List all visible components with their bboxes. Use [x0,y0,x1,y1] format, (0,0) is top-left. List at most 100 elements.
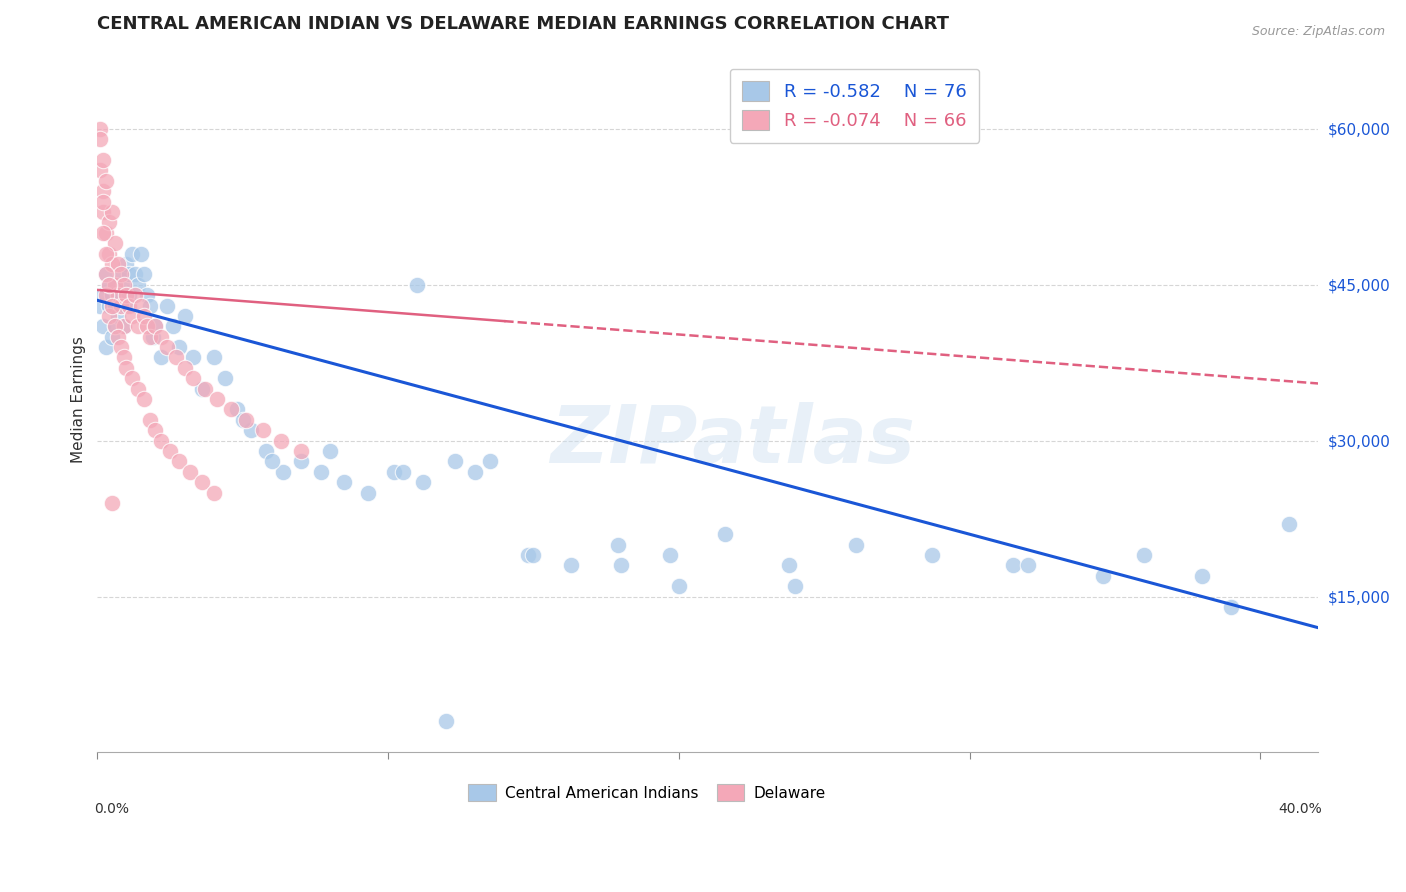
Point [98,309,121,323]
Point [98,277,121,292]
Point [94,268,117,282]
Point [202,485,225,500]
Point [104,319,127,334]
Point [165,351,187,365]
Point [124,288,146,302]
Point [118,268,141,282]
Point [89,163,111,178]
Point [115,360,138,375]
Point [309,465,332,479]
Point [167,454,190,468]
Point [142,329,165,343]
Point [391,465,413,479]
Point [319,444,342,458]
Point [225,402,247,417]
Point [127,382,149,396]
Point [1133,548,1156,562]
Point [434,714,457,729]
Point [444,454,467,468]
Point [845,538,868,552]
Point [98,215,121,229]
Point [107,288,129,302]
Point [138,299,160,313]
Point [110,299,132,313]
Point [252,423,274,437]
Point [112,351,135,365]
Point [129,299,152,313]
Point [101,205,124,219]
Point [162,319,184,334]
Point [159,444,181,458]
Point [173,360,195,375]
Point [1278,516,1301,531]
Point [101,329,124,343]
Point [121,246,143,260]
Point [118,299,141,313]
Point [357,485,380,500]
Point [91,194,114,209]
Point [89,121,111,136]
Point [606,538,628,552]
Point [91,288,114,302]
Point [191,382,214,396]
Point [156,299,179,313]
Point [132,268,155,282]
Point [98,246,121,260]
Point [138,413,160,427]
Point [104,319,127,334]
Point [104,277,127,292]
Point [115,299,138,313]
Point [145,319,167,334]
Text: ZIPatlas: ZIPatlas [550,402,915,481]
Point [91,205,114,219]
Point [232,413,254,427]
Point [107,309,129,323]
Point [94,174,117,188]
Point [181,351,204,365]
Point [138,329,160,343]
Point [112,319,135,334]
Point [1002,558,1025,573]
Point [94,246,117,260]
Point [89,132,111,146]
Point [150,434,173,448]
Point [921,548,943,562]
Point [121,371,143,385]
Point [235,413,257,427]
Point [167,340,190,354]
Point [132,392,155,406]
Point [121,309,143,323]
Point [240,423,263,437]
Point [179,465,201,479]
Point [110,268,132,282]
Point [522,548,544,562]
Point [1092,568,1115,582]
Point [115,288,138,302]
Text: CENTRAL AMERICAN INDIAN VS DELAWARE MEDIAN EARNINGS CORRELATION CHART: CENTRAL AMERICAN INDIAN VS DELAWARE MEDI… [97,15,949,33]
Point [194,382,217,396]
Point [478,454,501,468]
Point [1191,568,1213,582]
Point [659,548,682,562]
Point [270,434,292,448]
Point [129,246,152,260]
Point [202,351,225,365]
Point [260,454,283,468]
Point [214,371,236,385]
Point [104,299,127,313]
Point [91,184,114,198]
Point [191,475,214,490]
Point [110,340,132,354]
Point [101,299,124,313]
Point [115,257,138,271]
Point [333,475,356,490]
Point [112,319,135,334]
Point [98,299,121,313]
Point [101,257,124,271]
Point [785,579,807,593]
Point [94,268,117,282]
Point [127,277,149,292]
Point [101,496,124,510]
Point [110,268,132,282]
Point [290,444,312,458]
